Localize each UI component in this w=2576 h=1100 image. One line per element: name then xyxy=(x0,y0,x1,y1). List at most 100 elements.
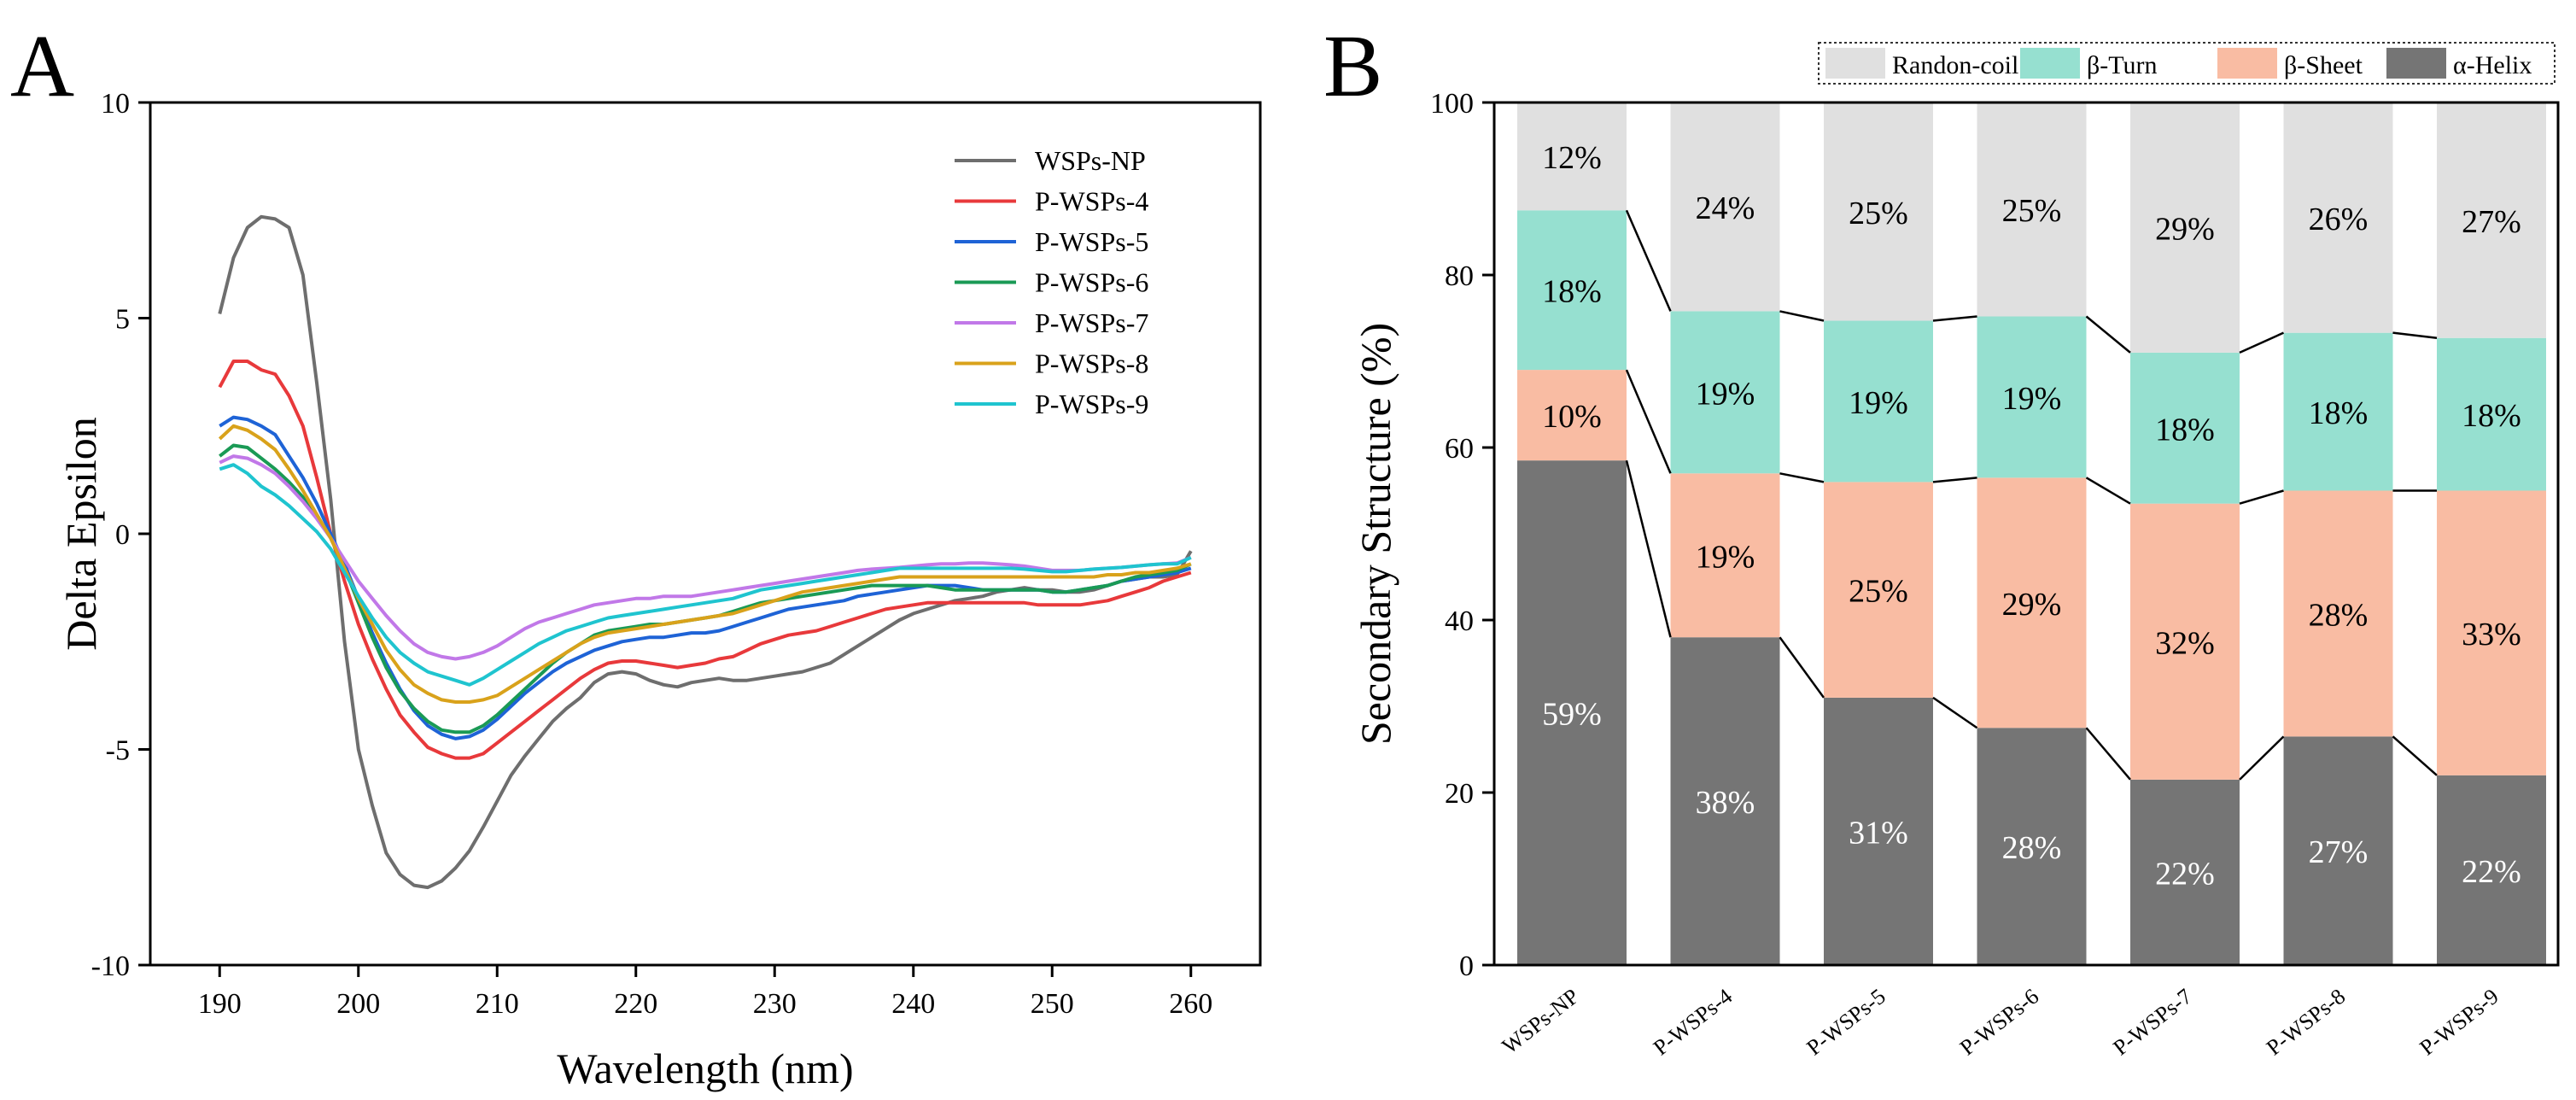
y-tick-label: -10 xyxy=(91,951,130,982)
y-tick-label: 80 xyxy=(1445,260,1474,292)
bar-segment xyxy=(2130,503,2240,780)
connector-line xyxy=(1625,209,1672,312)
bar-value-label: 28% xyxy=(2002,830,2062,866)
panel-label-a: A xyxy=(10,17,74,115)
connector-line xyxy=(1932,315,1977,322)
connector-line xyxy=(2239,489,2284,505)
line-series-group xyxy=(218,214,1193,890)
x-tick-label: 240 xyxy=(891,988,935,1020)
x-tick-label: 200 xyxy=(336,988,380,1020)
legend-swatch xyxy=(2020,48,2080,79)
bar-segment xyxy=(1977,728,2087,965)
legend-a: WSPs-NP P-WSPs-4 P-WSPs-5 P-WSPs-6 P-WSPs-7 P… xyxy=(955,145,1148,419)
connector-line xyxy=(1779,636,1825,699)
bar-segment xyxy=(1824,697,1933,965)
connector-line xyxy=(2239,331,2285,354)
bar-segment xyxy=(1824,320,1933,483)
legend-label: P-WSPs-5 xyxy=(1035,226,1148,257)
connector-line xyxy=(1779,310,1825,322)
bar-value-label: 12% xyxy=(1542,140,1602,176)
bar-value-label: 19% xyxy=(1849,385,1908,421)
bar-value-label: 32% xyxy=(2155,625,2215,661)
bar-segment xyxy=(2130,779,2240,965)
legend-label: P-WSPs-7 xyxy=(1035,307,1148,338)
series-line-p-wsps-9 xyxy=(219,463,1192,687)
bar-segment xyxy=(2283,332,2393,491)
bar-value-label: 19% xyxy=(1696,376,1755,412)
series-line-p-wsps-7 xyxy=(219,454,1192,661)
bar-value-label: 22% xyxy=(2155,856,2215,892)
bar-group: WSPs-NP P-WSPs-4 P-WSPs-5 P-WSPs-6 P-WSPs-7 P… xyxy=(1498,102,2546,1060)
bar-segment xyxy=(2283,490,2393,737)
y-tick-label: 100 xyxy=(1430,88,1474,120)
bar-segment xyxy=(1670,637,1780,965)
connector-line xyxy=(2085,315,2131,354)
y-tick-label: -5 xyxy=(106,735,130,767)
bar-segment xyxy=(1517,460,1627,965)
series-line-p-wsps-4 xyxy=(218,360,1192,760)
legend-label: P-WSPs-8 xyxy=(1035,348,1148,379)
bar-value-label: 19% xyxy=(1696,539,1755,575)
bar-value-label: 25% xyxy=(1849,196,1908,231)
bar-segment xyxy=(1517,102,1627,211)
panel-a: A 190 200 210 220 230 240 250 260 -10 -5 0 5 10 Wave… xyxy=(10,17,1262,1092)
x-tick-label: 230 xyxy=(753,988,797,1020)
bar-value-label: 25% xyxy=(2002,193,2062,229)
bar-segment xyxy=(1977,102,2087,317)
connector-line xyxy=(2085,727,2131,781)
axes-b: 0 20 40 60 80 100 xyxy=(1430,88,1494,982)
connector-line xyxy=(1779,472,1825,483)
bar-segment xyxy=(1824,482,1933,698)
y-tick-label: 5 xyxy=(115,304,130,336)
y-tick-label: 10 xyxy=(101,88,130,120)
x-tick-label: 190 xyxy=(198,988,242,1020)
bar-segment xyxy=(1670,311,1780,474)
bar-value-label: 31% xyxy=(1849,815,1908,851)
y-tick-label: 60 xyxy=(1445,433,1474,465)
bar-segment xyxy=(2283,102,2393,333)
connector-line xyxy=(1625,459,1672,638)
y-axis-label-b: Secondary Structure (%) xyxy=(1352,323,1399,745)
bar-segment xyxy=(1977,477,2087,728)
connector-line xyxy=(2392,735,2438,776)
legend-label: β-Turn xyxy=(2087,51,2158,79)
bar-segment xyxy=(2283,736,2393,965)
y-tick-label: 0 xyxy=(115,519,130,551)
bar-segment xyxy=(2437,102,2546,338)
y-tick-label: 20 xyxy=(1445,778,1474,810)
bar-value-label: 29% xyxy=(2002,587,2062,623)
bar-value-label: 22% xyxy=(2462,854,2521,890)
bar-value-label: 27% xyxy=(2462,204,2521,240)
bar-value-label: 38% xyxy=(1696,785,1755,821)
bar-segment xyxy=(2437,337,2546,491)
legend-label: P-WSPs-4 xyxy=(1035,186,1148,217)
legend-label: P-WSPs-6 xyxy=(1035,267,1148,298)
legend-swatch xyxy=(2386,48,2446,79)
legend-label: α-Helix xyxy=(2453,51,2532,79)
bar-segment xyxy=(2130,352,2240,504)
x-tick-label: 260 xyxy=(1169,988,1212,1020)
bar-labels: 59% 10% 18% 12% 38% 19% 19% 24% 31% 25% 19% 25% 28% 2… xyxy=(1542,140,2521,892)
bar-segment xyxy=(2130,102,2240,353)
legend-label: WSPs-NP xyxy=(1035,145,1146,176)
legend-swatch xyxy=(1825,48,1885,79)
bar-value-label: 18% xyxy=(2155,412,2215,448)
legend-label: β-Sheet xyxy=(2284,51,2363,79)
bar-value-label: 18% xyxy=(2462,398,2521,434)
bar-value-label: 10% xyxy=(1542,399,1602,435)
connector-line xyxy=(1625,369,1672,474)
legend-label: P-WSPs-9 xyxy=(1035,389,1148,419)
y-tick-label: 40 xyxy=(1445,606,1474,637)
bar-value-label: 19% xyxy=(2002,381,2062,417)
bar-segment xyxy=(1670,102,1780,312)
bar-segment xyxy=(1824,102,1933,321)
legend-label: Randon-coil xyxy=(1892,51,2018,79)
x-axis-label-a: Wavelength (nm) xyxy=(557,1044,853,1092)
bar-segment xyxy=(1670,473,1780,638)
y-tick-label: 0 xyxy=(1459,951,1474,982)
legend-b: Randon-coil β-Turn β-Sheet α-Helix xyxy=(1818,42,2556,85)
bar-value-label: 18% xyxy=(1542,274,1602,310)
bar-value-label: 25% xyxy=(1849,574,1908,610)
panel-b: B WSPs-NP P-WSPs-4 P-WSPs-5 P-WSPs-6 P-WSPs-… xyxy=(1323,17,2560,1060)
x-tick-label: 220 xyxy=(614,988,657,1020)
